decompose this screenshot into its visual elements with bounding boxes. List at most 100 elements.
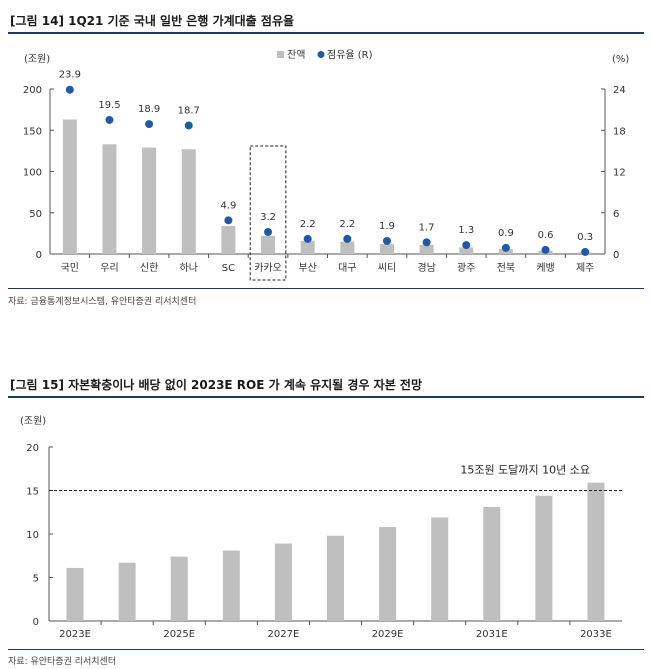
capital-bar <box>327 535 344 621</box>
category-label: 국민 <box>61 262 79 274</box>
share-data-label: 18.9 <box>138 104 160 115</box>
left-unit-label: (조원) <box>24 53 50 65</box>
figure-15-title: [그림 15] 자본확충이나 배당 없이 2023E ROE 가 계속 유지될 … <box>10 378 422 392</box>
share-data-label: 19.5 <box>98 100 120 111</box>
category-label: 대구 <box>338 262 356 274</box>
category-label: 전북 <box>497 262 515 274</box>
category-label: 광주 <box>457 262 475 274</box>
figure-14-top-rule <box>8 32 644 34</box>
share-dot <box>501 243 510 252</box>
x-tick-label: 2033E <box>580 629 612 640</box>
capital-bar <box>118 562 136 621</box>
share-dot <box>184 121 193 130</box>
category-label: 부산 <box>298 262 316 274</box>
capital-bar <box>535 495 553 621</box>
category-label: 카카오 <box>254 262 282 274</box>
balance-bar <box>221 225 236 254</box>
category-label: 제주 <box>576 262 594 274</box>
balance-bar <box>419 244 434 254</box>
figure-15-source: 자료: 유안타증권 리서치센터 <box>8 657 117 667</box>
balance-bar <box>261 235 276 254</box>
capital-bar <box>587 482 605 621</box>
figure-15-top-rule <box>8 396 644 398</box>
y-unit-label: (조원) <box>20 415 46 427</box>
right-unit-label: (%) <box>612 54 629 65</box>
capital-bar <box>483 507 501 621</box>
balance-bar <box>62 119 77 255</box>
x-tick-label: 2029E <box>372 629 404 640</box>
capital-bar <box>66 567 84 621</box>
balance-bar <box>459 247 474 254</box>
share-data-label: 0.6 <box>538 230 554 241</box>
figure-14-title: [그림 14] 1Q21 기준 국내 일반 은행 가계대출 점유율 <box>10 14 295 28</box>
balance-bar <box>300 240 315 254</box>
capital-bar <box>379 527 397 621</box>
share-data-label: 2.2 <box>339 219 355 230</box>
share-data-label: 2.2 <box>300 219 316 230</box>
share-data-label: 4.9 <box>220 200 236 211</box>
share-dot <box>65 85 74 94</box>
figure-15-chart: (조원) 0 5 10 15 20 2023E 2025E 2027E 2029E 2031E 203… <box>20 415 622 640</box>
left-tick-label: 200 <box>23 85 42 96</box>
share-dot <box>145 120 154 129</box>
figure-14-bottom-rule <box>8 288 644 289</box>
capital-bar <box>222 550 240 621</box>
share-dot <box>343 234 352 243</box>
share-dot <box>422 238 431 247</box>
share-data-label: 18.7 <box>178 105 200 116</box>
share-dot <box>541 245 550 254</box>
share-data-label: 1.7 <box>419 222 435 233</box>
x-tick-label: 2025E <box>163 629 195 640</box>
category-label: 케뱅 <box>536 262 554 274</box>
figure-15-bottom-rule <box>8 649 644 650</box>
category-label: 하나 <box>180 261 198 274</box>
share-dot <box>303 234 312 243</box>
share-data-label: 1.9 <box>379 221 395 232</box>
balance-bar <box>181 149 196 254</box>
balance-bar <box>340 241 355 254</box>
category-label: 경남 <box>417 261 435 274</box>
category-label: 우리 <box>100 262 118 274</box>
legend-share-label: 점유율 (R) <box>327 49 373 61</box>
share-dot <box>581 247 590 256</box>
capital-bar <box>431 517 449 621</box>
legend-balance-label: 잔액 <box>287 49 305 61</box>
left-tick-label: 100 <box>23 168 42 179</box>
balance-bar <box>142 147 157 254</box>
category-label: 신한 <box>140 262 158 274</box>
figure-14-source: 자료: 금융통계정보시스템, 유안타증권 리서치센터 <box>8 297 197 307</box>
share-data-label: 3.2 <box>260 212 276 223</box>
y-tick-label: 10 <box>26 530 39 541</box>
right-tick-label: 0 <box>613 250 619 261</box>
share-dot <box>382 236 391 245</box>
y-tick-label: 0 <box>33 617 39 628</box>
x-tick-label: 2027E <box>268 629 300 640</box>
left-tick-label: 0 <box>36 250 42 261</box>
x-tick-label: 2031E <box>476 629 508 640</box>
y-tick-label: 15 <box>26 487 39 498</box>
reference-annotation: 15조원 도달까지 10년 소요 <box>460 464 590 477</box>
capital-bar <box>274 543 292 621</box>
share-dot <box>462 241 471 250</box>
right-tick-label: 18 <box>613 126 626 137</box>
right-tick-label: 24 <box>613 85 626 96</box>
legend-balance-swatch <box>277 51 284 58</box>
capital-bar <box>170 556 188 621</box>
right-tick-label: 12 <box>613 168 626 179</box>
share-data-label: 1.3 <box>458 225 474 236</box>
right-tick-label: 6 <box>613 209 619 220</box>
left-tick-label: 50 <box>29 209 42 220</box>
share-data-label: 0.3 <box>577 232 593 243</box>
share-dot <box>105 115 114 124</box>
balance-bar <box>379 244 394 254</box>
share-data-label: 0.9 <box>498 228 514 239</box>
y-tick-label: 5 <box>33 574 39 585</box>
highlight-box <box>249 145 287 281</box>
share-dot <box>224 216 233 225</box>
category-label: SC <box>222 263 235 274</box>
figure-14-chart: (조원) (%) 0 50 100 150 200 0 6 12 18 24 23.9 국민 19.5 우리 1… <box>23 49 629 281</box>
legend-share-swatch <box>317 51 325 58</box>
left-tick-label: 150 <box>23 126 42 137</box>
y-tick-label: 20 <box>26 443 39 454</box>
x-tick-label: 2023E <box>59 629 91 640</box>
